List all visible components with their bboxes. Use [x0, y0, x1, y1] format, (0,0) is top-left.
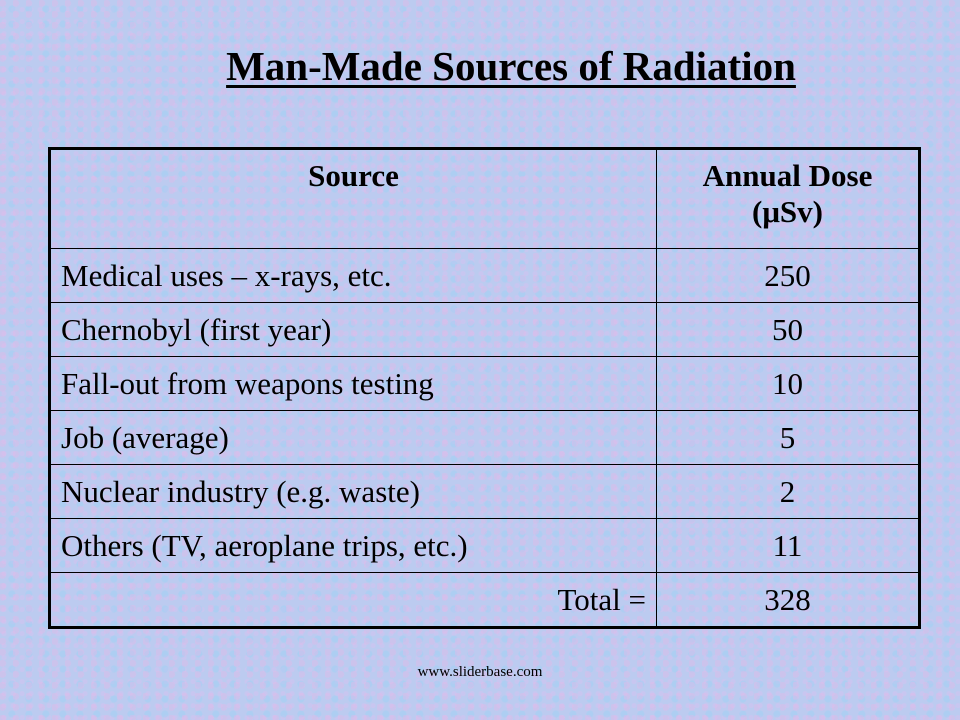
source-cell: Nuclear industry (e.g. waste)	[49, 464, 657, 519]
table-row: Medical uses – x-rays, etc. 250	[49, 248, 920, 303]
source-cell: Others (TV, aeroplane trips, etc.)	[49, 518, 657, 573]
dose-cell: 11	[656, 518, 920, 573]
header-source: Source	[49, 148, 657, 249]
table-row: Nuclear industry (e.g. waste) 2	[49, 464, 920, 519]
source-cell: Medical uses – x-rays, etc.	[49, 248, 657, 303]
dose-cell: 2	[656, 464, 920, 519]
radiation-sources-table: Source Annual Dose (μSv) Medical uses – x…	[48, 147, 921, 629]
table-row: Others (TV, aeroplane trips, etc.) 11	[49, 518, 920, 573]
source-cell: Fall-out from weapons testing	[49, 356, 657, 411]
header-dose-unit: (μSv)	[752, 194, 823, 229]
dose-cell: 5	[656, 410, 920, 465]
slide-title: Man-Made Sources of Radiation	[226, 43, 796, 89]
table-row: Chernobyl (first year) 50	[49, 302, 920, 357]
table-row: Job (average) 5	[49, 410, 920, 465]
dose-cell: 10	[656, 356, 920, 411]
source-cell: Job (average)	[49, 410, 657, 465]
total-row: Total = 328	[49, 572, 920, 628]
source-cell: Chernobyl (first year)	[49, 302, 657, 357]
table-header-row: Source Annual Dose (μSv)	[49, 148, 920, 249]
dose-cell: 250	[656, 248, 920, 303]
total-label: Total =	[49, 572, 657, 628]
footer-url: www.sliderbase.com	[417, 664, 543, 680]
total-value: 328	[656, 572, 920, 628]
table-row: Fall-out from weapons testing 10	[49, 356, 920, 411]
header-annual-dose: Annual Dose (μSv)	[656, 148, 920, 249]
header-dose-label: Annual Dose	[702, 158, 873, 193]
dose-cell: 50	[656, 302, 920, 357]
